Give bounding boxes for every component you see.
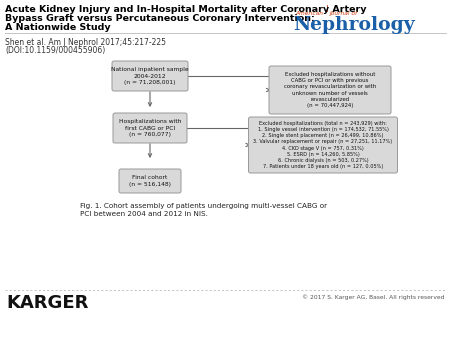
Text: Journal of: Journal of [330,11,358,16]
FancyBboxPatch shape [119,169,181,193]
Text: © 2017 S. Karger AG, Basel. All rights reserved: © 2017 S. Karger AG, Basel. All rights r… [302,294,445,300]
Text: A Nationwide Study: A Nationwide Study [5,23,111,32]
FancyBboxPatch shape [269,66,391,114]
FancyBboxPatch shape [112,61,188,91]
Text: Hospitalizations with
first CABG or PCI
(n = 760,077): Hospitalizations with first CABG or PCI … [119,119,181,137]
Text: Bypass Graft versus Percutaneous Coronary Intervention:: Bypass Graft versus Percutaneous Coronar… [5,14,315,23]
FancyBboxPatch shape [248,117,397,173]
Text: Shen et al. Am J Nephrol 2017;45:217-225: Shen et al. Am J Nephrol 2017;45:217-225 [5,38,166,47]
Text: Acute Kidney Injury and In-Hospital Mortality after Coronary Artery: Acute Kidney Injury and In-Hospital Mort… [5,5,366,14]
Text: (DOI:10.1159/000455906): (DOI:10.1159/000455906) [5,46,105,55]
Text: Nephrology: Nephrology [293,16,415,34]
Text: National inpatient sample
2004-2012
(n = 71,208,001): National inpatient sample 2004-2012 (n =… [111,67,189,85]
Text: KARGER: KARGER [6,294,88,312]
Text: Excluded hospitalizations (total n = 243,929) with:
1. Single vessel interventio: Excluded hospitalizations (total n = 243… [253,121,392,169]
Text: Excluded hospitalizations without
CABG or PCI or with previous
coronary revascul: Excluded hospitalizations without CABG o… [284,72,376,108]
Text: Final cohort
(n = 516,148): Final cohort (n = 516,148) [129,175,171,187]
Text: American: American [295,11,323,16]
FancyBboxPatch shape [113,113,187,143]
Text: Fig. 1. Cohort assembly of patients undergoing multi-vessel CABG or
PCI between : Fig. 1. Cohort assembly of patients unde… [80,203,327,217]
